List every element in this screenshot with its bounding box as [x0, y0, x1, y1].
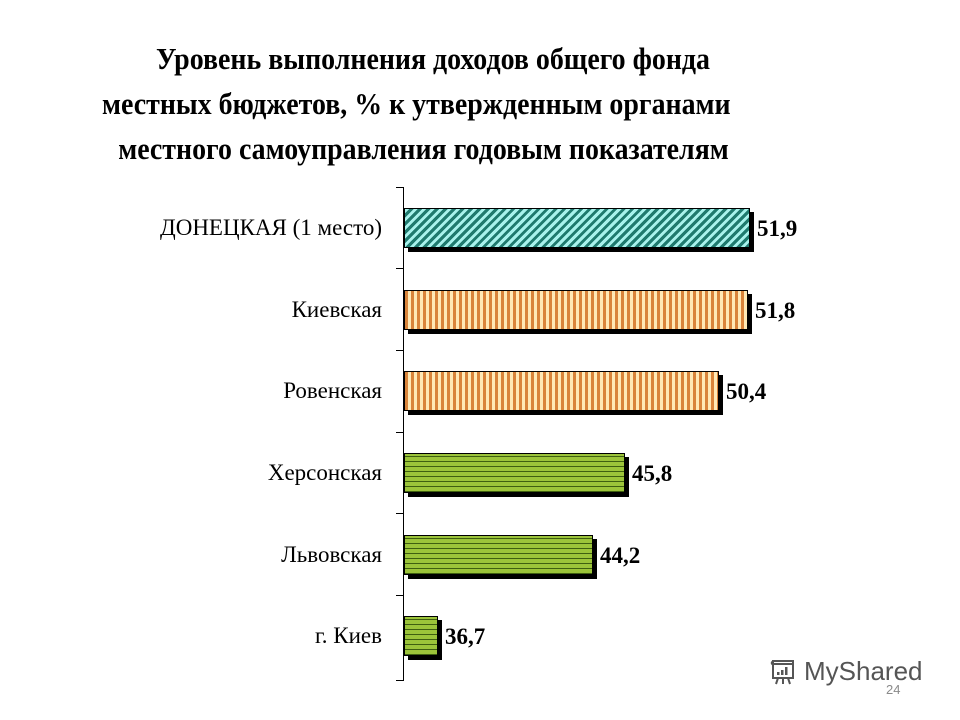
value-label: 45,8: [632, 461, 673, 486]
category-label: г. Киев: [314, 623, 382, 648]
axis-tick: [396, 432, 404, 433]
title-line-3: местного самоуправления годовым показате…: [118, 131, 729, 166]
axis-tick: [396, 595, 404, 596]
bar: [404, 453, 625, 493]
value-label: 36,7: [445, 624, 486, 649]
watermark-brand: MyShared: [804, 656, 923, 686]
bar: [404, 208, 750, 248]
category-axis-line: [403, 187, 404, 680]
value-label: 50,4: [726, 379, 767, 404]
chart-title: Уровень выполнения доходов общего фонда …: [48, 36, 912, 171]
title-line-1: Уровень выполнения доходов общего фонда: [156, 41, 711, 76]
value-label: 44,2: [600, 543, 641, 568]
category-label: Киевская: [291, 297, 382, 322]
category-label: Херсонская: [267, 460, 382, 485]
bar: [404, 616, 438, 656]
bar: [404, 535, 593, 575]
watermark: MyShared: [768, 656, 923, 687]
page-number: 24: [886, 682, 901, 697]
axis-tick: [396, 268, 404, 269]
axis-tick: [396, 513, 404, 514]
axis-tick: [396, 680, 404, 681]
axis-tick: [396, 187, 404, 188]
title-line-2: местных бюджетов, % к утвержденным орган…: [102, 86, 731, 121]
category-label: Ровенская: [283, 378, 382, 403]
bar: [404, 371, 719, 411]
value-label: 51,8: [755, 298, 796, 323]
bar: [404, 290, 748, 330]
value-label: 51,9: [757, 216, 798, 241]
axis-tick: [396, 350, 404, 351]
presentation-board-icon: [770, 659, 794, 684]
category-label: Львовская: [281, 542, 382, 567]
category-label: ДОНЕЦКАЯ (1 место): [160, 215, 382, 240]
